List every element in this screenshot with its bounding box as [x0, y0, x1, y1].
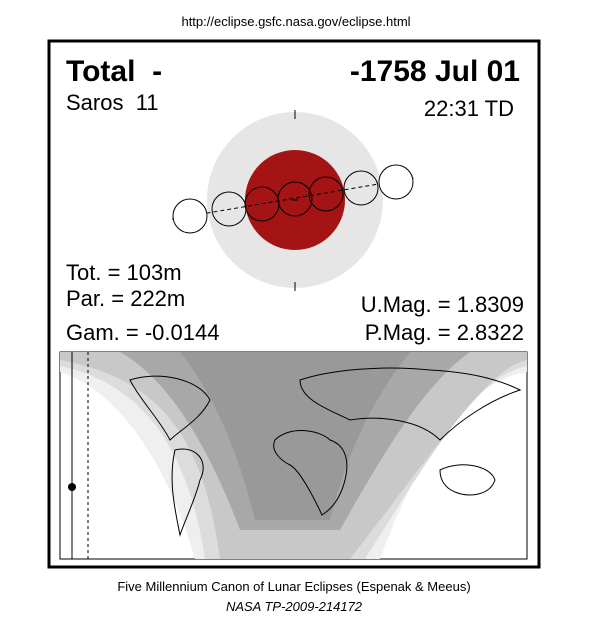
penumbral-magnitude: P.Mag. = 2.8322: [365, 320, 524, 345]
eclipse-type: Total -: [66, 55, 162, 88]
publication: NASA TP-2009-214172: [226, 599, 363, 614]
visibility-map: [59, 351, 528, 560]
eclipse-date: -1758 Jul 01: [350, 55, 520, 88]
partial-duration: Par. = 222m: [66, 286, 185, 311]
moon-positions: [172, 164, 414, 234]
time: 22:31 TD: [424, 96, 514, 121]
canon-credit: Five Millennium Canon of Lunar Eclipses …: [117, 579, 470, 594]
total-duration: Tot. = 103m: [66, 260, 182, 285]
umbral-magnitude: U.Mag. = 1.8309: [361, 292, 524, 317]
eclipse-geometry: [171, 110, 415, 291]
gamma: Gam. = -0.0144: [66, 320, 219, 345]
url: http://eclipse.gsfc.nasa.gov/eclipse.htm…: [181, 14, 410, 29]
saros: Saros 11: [66, 90, 159, 115]
moon-path: [171, 177, 415, 220]
